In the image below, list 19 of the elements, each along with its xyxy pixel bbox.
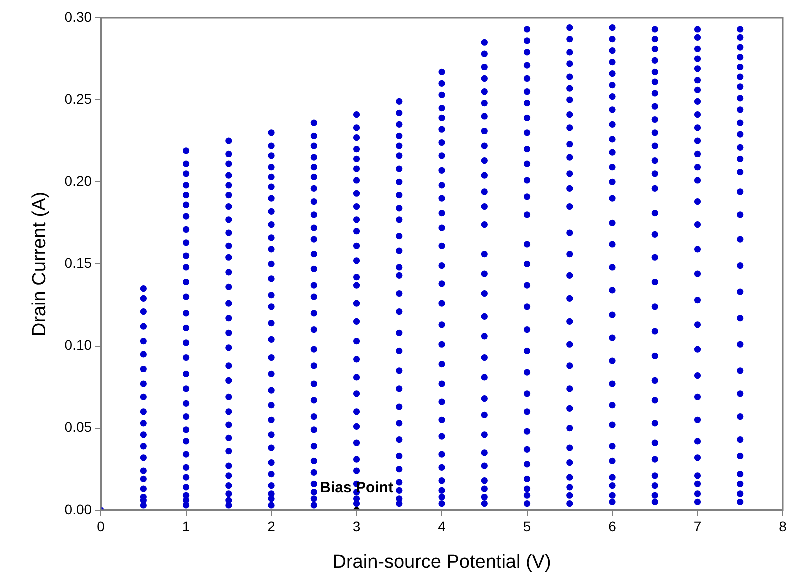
- y-tick-label: 0.10: [64, 337, 92, 354]
- y-tick-label: 0.30: [64, 8, 92, 25]
- x-tick-label: 4: [438, 518, 446, 535]
- y-tick-label: 0.00: [64, 501, 92, 518]
- x-tick-label: 2: [268, 518, 276, 535]
- x-tick-label: 5: [523, 518, 532, 535]
- y-tick-label: 0.25: [64, 90, 92, 107]
- x-tick-label: 1: [182, 518, 190, 535]
- y-tick-label: 0.20: [64, 172, 92, 189]
- x-axis-title: Drain-source Potential (V): [332, 552, 552, 573]
- annotation: Bias Point: [320, 480, 394, 497]
- y-tick-label: 0.15: [64, 255, 92, 272]
- x-tick-label: 7: [694, 518, 702, 535]
- y-tick-label: 0.05: [64, 419, 92, 436]
- x-tick-label: 0: [97, 518, 106, 535]
- y-axis-title: Drain Current (A): [30, 192, 51, 337]
- x-tick-label: 6: [608, 518, 617, 535]
- x-tick-label: 3: [352, 518, 361, 535]
- x-tick-label: 8: [779, 518, 788, 535]
